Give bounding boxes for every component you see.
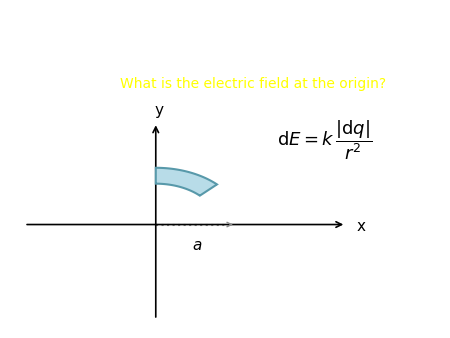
Text: over its length.: over its length. (11, 77, 121, 91)
Text: $\mathrm{d}E = k\,\dfrac{|\mathrm{d}q|}{r^2}$: $\mathrm{d}E = k\,\dfrac{|\mathrm{d}q|}{… (277, 119, 372, 163)
Text: uniformly distributed: uniformly distributed (303, 43, 450, 57)
Text: Q: Q (292, 43, 303, 57)
Text: A rod is bent into an eighth of a circle of radius: A rod is bent into an eighth of a circle… (11, 13, 342, 27)
Polygon shape (156, 168, 217, 196)
Text: a: a (342, 13, 351, 27)
Text: What is the electric field at the origin?: What is the electric field at the origin… (121, 77, 387, 91)
Text: x: x (356, 219, 365, 234)
Text: a: a (192, 238, 202, 253)
Text: The rod carries a total positive charge +: The rod carries a total positive charge … (11, 43, 292, 57)
Text: y: y (155, 103, 164, 118)
Text: , as shown.: , as shown. (351, 13, 429, 27)
